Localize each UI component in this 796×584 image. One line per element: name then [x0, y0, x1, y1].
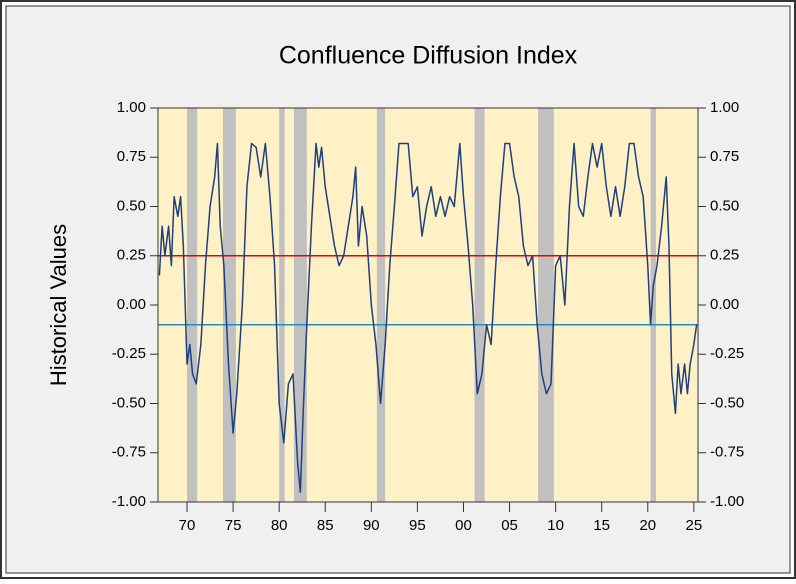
y-tick-label: -0.25 — [112, 345, 146, 362]
y-tick-label: 1.00 — [117, 99, 146, 116]
x-tick-label: 95 — [409, 517, 426, 534]
x-tick-label: 80 — [271, 517, 288, 534]
y2-tick-label: -0.75 — [710, 444, 744, 461]
recession-band — [474, 108, 485, 502]
x-tick-label: 15 — [593, 517, 610, 534]
recession-band — [279, 108, 285, 502]
plot-area — [158, 108, 698, 502]
chart-title: Confluence Diffusion Index — [279, 42, 578, 70]
y-axis-label: Historical Values — [46, 224, 71, 386]
y-tick-label: -1.00 — [112, 493, 146, 510]
x-tick-label: 10 — [547, 517, 564, 534]
y2-tick-label: 1.00 — [710, 99, 739, 116]
y-tick-label: -0.50 — [112, 394, 146, 411]
y2-tick-label: 0.50 — [710, 197, 739, 214]
recession-band — [538, 108, 554, 502]
y2-tick-label: 0.25 — [710, 247, 739, 264]
data-line — [158, 142, 698, 493]
y-tick-label: 0.50 — [117, 197, 146, 214]
y2-tick-label: 0.00 — [710, 296, 739, 313]
y2-tick-label: -1.00 — [710, 493, 744, 510]
recession-band — [187, 108, 198, 502]
recession-band — [650, 108, 657, 502]
x-tick-label: 70 — [179, 517, 196, 534]
x-tick-label: 20 — [639, 517, 656, 534]
x-tick-label: 05 — [501, 517, 518, 534]
y2-tick-label: 0.75 — [710, 148, 739, 165]
y2-tick-label: -0.25 — [710, 345, 744, 362]
recession-band — [376, 108, 386, 502]
x-tick-label: 00 — [455, 517, 472, 534]
x-tick-label: 85 — [317, 517, 334, 534]
x-tick-label: 90 — [363, 517, 380, 534]
x-tick-label: 25 — [686, 517, 703, 534]
x-tick-label: 75 — [225, 517, 242, 534]
y2-tick-label: -0.50 — [710, 394, 744, 411]
y-tick-label: 0.75 — [117, 148, 146, 165]
recession-band — [222, 108, 236, 502]
y-tick-label: -0.75 — [112, 444, 146, 461]
y-tick-label: 0.25 — [117, 247, 146, 264]
y-tick-label: 0.00 — [117, 296, 146, 313]
